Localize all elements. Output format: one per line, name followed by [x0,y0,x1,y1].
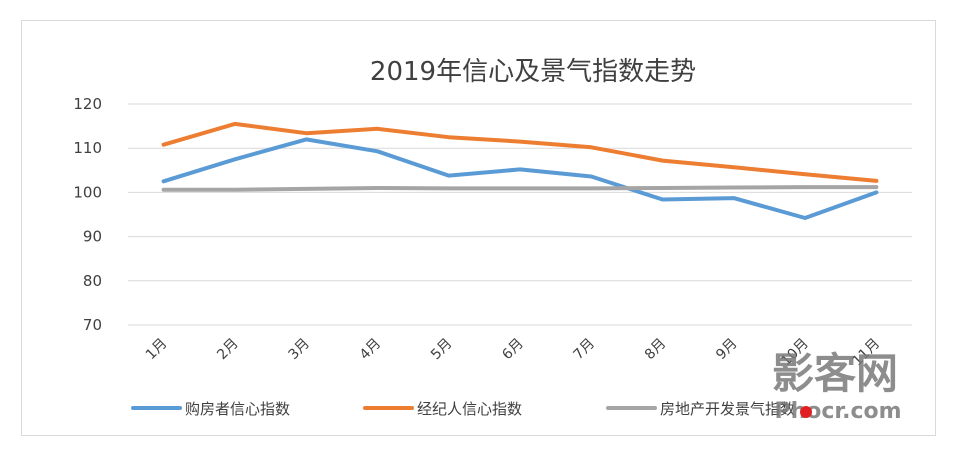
series-line-0 [161,137,879,220]
x-tick-label: 7月 [571,336,599,364]
x-tick-label: 5月 [428,336,456,364]
watermark-sub: Phocr.com [774,399,901,424]
x-tick-label: 1月 [143,336,171,364]
legend-label-1: 经纪人信心指数 [417,400,522,418]
watermark: 影客网 Phocr.com [772,349,902,424]
y-axis-ticks: 70 80 90 100 110 120 [73,95,102,334]
y-tick-label: 90 [83,228,102,246]
x-tick-label: 4月 [357,336,385,364]
x-tick-label: 8月 [642,336,670,364]
legend-label-2: 房地产开发景气指数 [660,400,795,418]
y-tick-label: 110 [73,139,102,157]
y-tick-label: 70 [83,316,102,334]
chart-frame [21,20,936,436]
x-tick-label: 3月 [285,336,313,364]
x-tick-label: 6月 [499,336,527,364]
x-tick-label: 2月 [214,336,242,364]
legend-label-0: 购房者信心指数 [185,400,290,418]
chart-title: 2019年信心及景气指数走势 [370,57,696,87]
y-tick-label: 100 [73,183,102,201]
series-line-2 [161,185,879,192]
watermark-main: 影客网 [772,349,898,398]
watermark-dot-icon [800,406,812,418]
gridlines [128,103,912,326]
series-lines [161,121,879,220]
x-tick-label: 9月 [713,336,741,364]
series-line-1 [161,121,879,183]
legend: 购房者信心指数 经纪人信心指数 房地产开发景气指数 [131,400,795,418]
y-tick-label: 80 [83,272,102,290]
y-tick-label: 120 [73,95,102,113]
